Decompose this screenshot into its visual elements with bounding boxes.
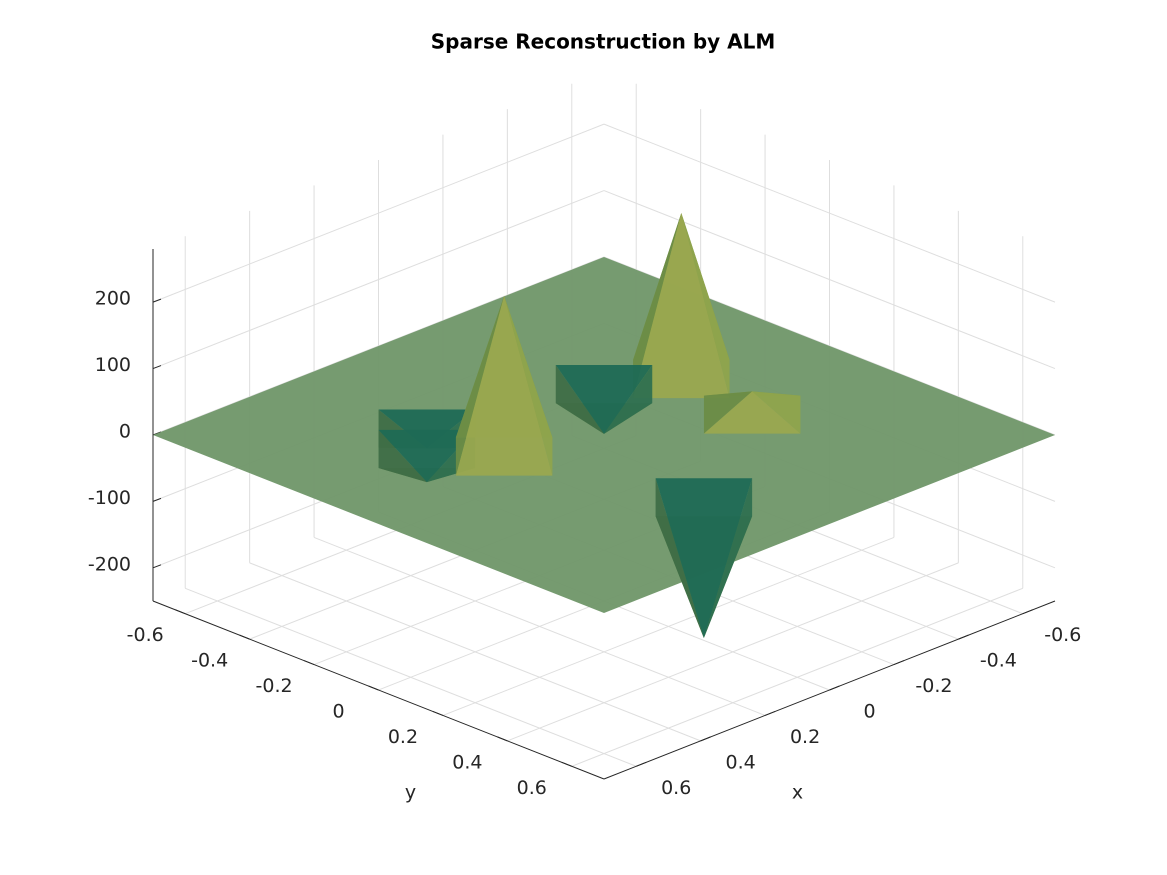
spike-face <box>681 212 730 399</box>
y-tick <box>239 634 250 640</box>
z-tick-label: 100 <box>95 354 131 376</box>
y-tick-label: -0.4 <box>191 650 228 672</box>
y-tick <box>432 710 444 716</box>
spike-face <box>378 429 476 483</box>
z-tick <box>152 298 162 303</box>
grid-line <box>571 587 1023 767</box>
spike-face <box>378 409 476 449</box>
grid-line <box>442 536 895 716</box>
y-tick-label: 0.6 <box>517 777 547 799</box>
spike-face <box>655 478 704 639</box>
y-axis-label: y <box>405 782 416 804</box>
chart-title: Sparse Reconstruction by ALM <box>431 30 776 54</box>
x-tick <box>764 710 776 716</box>
x-tick <box>1022 609 1033 615</box>
z-tick-label: 200 <box>95 288 131 310</box>
y-tick-label: -0.6 <box>127 624 164 646</box>
surface-plane <box>153 256 1055 613</box>
x-tick-label: 0.6 <box>661 777 691 799</box>
x-tick-label: 0 <box>863 701 875 723</box>
z-tick-label: -200 <box>88 553 131 575</box>
x-tick-label: -0.4 <box>980 650 1017 672</box>
grid-line <box>507 562 959 742</box>
z-tick <box>152 365 162 370</box>
spike-face <box>633 212 730 399</box>
y-tick-label: -0.2 <box>256 675 293 697</box>
x-tick <box>700 736 711 742</box>
grid-line <box>152 123 605 303</box>
z-tick-label: -100 <box>88 487 131 509</box>
y-tick-label: 0 <box>332 701 344 723</box>
spike-face <box>604 365 653 434</box>
y-tick <box>368 685 379 691</box>
x-tick-label: -0.6 <box>1044 624 1081 646</box>
spike-face <box>555 365 604 434</box>
spike-face <box>633 212 682 399</box>
y-tick <box>303 660 315 666</box>
y-tick-label: 0.2 <box>388 726 418 748</box>
y-tick-label: 0.4 <box>452 751 482 773</box>
spike-face <box>703 391 801 434</box>
grid-line <box>603 123 1056 303</box>
y-tick <box>497 736 508 742</box>
x-axis-label: x <box>792 782 803 804</box>
x-tick <box>893 660 905 666</box>
spike-face <box>504 295 553 476</box>
x-tick <box>829 685 840 691</box>
z-tick <box>152 497 162 502</box>
z-tick-label: 0 <box>119 420 131 442</box>
spike-face <box>703 391 753 434</box>
y-tick <box>175 609 186 615</box>
x-tick <box>636 761 647 767</box>
spike-face <box>703 478 753 639</box>
spike-face <box>455 295 505 476</box>
spike-face <box>655 478 753 639</box>
spike-face <box>455 295 553 476</box>
x-tick-label: 0.2 <box>790 726 820 748</box>
x-tick <box>958 634 969 640</box>
grid-line <box>152 190 605 370</box>
spike-face <box>555 365 653 434</box>
z-tick <box>152 564 162 569</box>
y-tick <box>561 761 572 767</box>
spike-face <box>752 391 801 434</box>
x-tick-label: 0.4 <box>726 751 756 773</box>
x-tick-label: -0.2 <box>915 675 952 697</box>
